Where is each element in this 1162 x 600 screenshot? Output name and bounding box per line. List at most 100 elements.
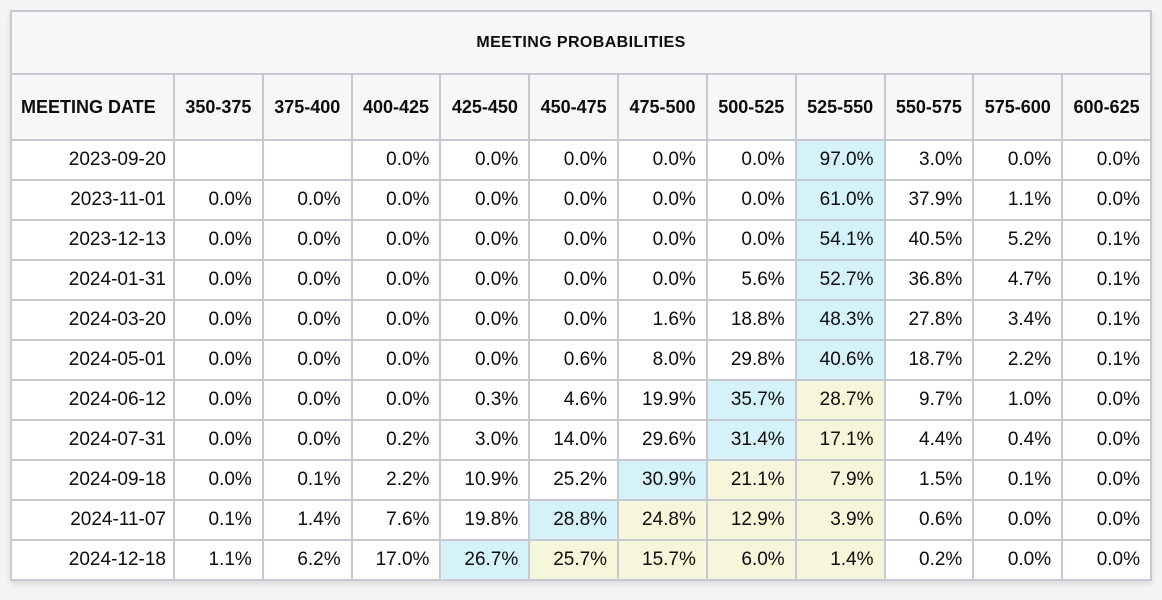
probability-cell: 21.1% (705, 459, 797, 501)
probability-cell: 26.7% (439, 539, 531, 581)
table-row: 2024-03-20 0.0% 0.0% 0.0% 0.0% 0.0% 1.6% 18.8% 4… (10, 299, 1152, 341)
column-header-rate-range: 600-625 (1061, 73, 1152, 141)
probability-cell: 0.2% (350, 419, 442, 461)
probability-cell: 0.6% (528, 339, 620, 381)
probability-cell: 0.1% (1061, 299, 1152, 341)
meeting-date-cell: 2023-09-20 (10, 139, 175, 181)
column-header-rate-range: 375-400 (261, 73, 353, 141)
probability-cell: 0.0% (350, 219, 442, 261)
probability-cell: 1.0% (972, 379, 1064, 421)
probability-cell: 0.0% (617, 259, 708, 301)
probability-cell: 0.2% (883, 539, 975, 581)
probability-cell: 0.0% (173, 179, 264, 221)
probability-cell: 5.6% (705, 259, 797, 301)
probability-cell: 17.0% (350, 539, 442, 581)
probability-cell: 0.0% (1061, 499, 1152, 541)
column-header-rate-range: 475-500 (617, 73, 708, 141)
probability-cell: 0.1% (1061, 259, 1152, 301)
probability-cell: 25.7% (528, 539, 620, 581)
probability-cell: 19.9% (617, 379, 708, 421)
column-header-rate-range: 525-550 (794, 73, 886, 141)
probability-cell: 0.0% (972, 499, 1064, 541)
probability-cell: 0.0% (350, 379, 442, 421)
probability-cell: 5.2% (972, 219, 1064, 261)
probability-cell: 7.6% (350, 499, 442, 541)
probability-cell: 25.2% (528, 459, 620, 501)
probability-cell: 0.0% (705, 179, 797, 221)
column-header-rate-range: 550-575 (883, 73, 975, 141)
probability-cell: 31.4% (705, 419, 797, 461)
probability-cell: 0.0% (617, 139, 708, 181)
probability-cell: 0.0% (1061, 379, 1152, 421)
probability-cell: 0.0% (972, 539, 1064, 581)
probability-cell: 0.0% (173, 219, 264, 261)
probability-cell: 4.4% (883, 419, 975, 461)
table-row: 2024-11-07 0.1% 1.4% 7.6% 19.8% 28.8% 24.8% 12.… (10, 499, 1152, 541)
column-header-row: MEETING DATE 350-375 375-400 400-425 425-45… (10, 73, 1152, 141)
probability-cell (173, 139, 264, 181)
probability-cell: 0.0% (173, 339, 264, 381)
meeting-probabilities-panel: MEETING PROBABILITIES MEETING DATE 350-3… (10, 10, 1152, 581)
probability-cell: 29.8% (705, 339, 797, 381)
probability-cell: 0.0% (173, 459, 264, 501)
probability-cell: 0.0% (439, 339, 531, 381)
probability-cell: 0.0% (261, 259, 353, 301)
meeting-date-cell: 2024-06-12 (10, 379, 175, 421)
probability-cell: 1.6% (617, 299, 708, 341)
probability-cell: 0.0% (1061, 459, 1152, 501)
probability-cell: 0.0% (439, 179, 531, 221)
probability-cell: 0.6% (883, 499, 975, 541)
probability-cell: 0.0% (705, 219, 797, 261)
probability-cell: 97.0% (794, 139, 886, 181)
probability-cell: 3.9% (794, 499, 886, 541)
table-body: 2023-09-20 0.0% 0.0% 0.0% 0.0% 0.0% 97.0% 3.0% 0… (10, 139, 1152, 581)
probability-cell: 0.0% (439, 299, 531, 341)
probability-cell: 1.4% (261, 499, 353, 541)
probability-cell: 0.0% (350, 299, 442, 341)
probability-cell: 1.5% (883, 459, 975, 501)
table-row: 2023-09-20 0.0% 0.0% 0.0% 0.0% 0.0% 97.0% 3.0% 0… (10, 139, 1152, 181)
probability-cell: 0.0% (528, 299, 620, 341)
probability-cell: 0.0% (617, 219, 708, 261)
column-header-rate-range: 575-600 (972, 73, 1064, 141)
probability-cell: 0.0% (350, 139, 442, 181)
meeting-date-cell: 2024-11-07 (10, 499, 175, 541)
probability-cell: 1.1% (972, 179, 1064, 221)
table-row: 2024-12-18 1.1% 6.2% 17.0% 26.7% 25.7% 15.7% 6.… (10, 539, 1152, 581)
probability-cell (261, 139, 353, 181)
probability-cell: 0.0% (173, 259, 264, 301)
probability-cell: 0.0% (439, 139, 531, 181)
probability-cell: 27.8% (883, 299, 975, 341)
probability-cell: 0.0% (261, 419, 353, 461)
probability-cell: 28.8% (528, 499, 620, 541)
probability-cell: 4.6% (528, 379, 620, 421)
title-row: MEETING PROBABILITIES (10, 10, 1152, 75)
probability-cell: 0.0% (173, 299, 264, 341)
probability-cell: 19.8% (439, 499, 531, 541)
meeting-date-cell: 2024-01-31 (10, 259, 175, 301)
probability-cell: 0.0% (261, 219, 353, 261)
table-title: MEETING PROBABILITIES (10, 10, 1152, 75)
probability-cell: 7.9% (794, 459, 886, 501)
table-row: 2023-11-01 0.0% 0.0% 0.0% 0.0% 0.0% 0.0% 0.0% 61… (10, 179, 1152, 221)
table-row: 2024-06-12 0.0% 0.0% 0.0% 0.3% 4.6% 19.9% 35.7%… (10, 379, 1152, 421)
probability-cell: 0.0% (261, 299, 353, 341)
probability-cell: 0.1% (1061, 219, 1152, 261)
probability-cell: 48.3% (794, 299, 886, 341)
probability-cell: 0.0% (972, 139, 1064, 181)
meeting-date-cell: 2024-07-31 (10, 419, 175, 461)
probability-cell: 18.7% (883, 339, 975, 381)
probability-cell: 0.0% (261, 339, 353, 381)
column-header-rate-range: 400-425 (350, 73, 442, 141)
probability-cell: 15.7% (617, 539, 708, 581)
meeting-probabilities-table: MEETING PROBABILITIES MEETING DATE 350-3… (10, 10, 1152, 581)
probability-cell: 0.0% (705, 139, 797, 181)
meeting-date-cell: 2023-11-01 (10, 179, 175, 221)
probability-cell: 0.0% (350, 259, 442, 301)
probability-cell: 14.0% (528, 419, 620, 461)
probability-cell: 0.0% (528, 179, 620, 221)
probability-cell: 8.0% (617, 339, 708, 381)
probability-cell: 29.6% (617, 419, 708, 461)
column-header-rate-range: 500-525 (705, 73, 797, 141)
probability-cell: 54.1% (794, 219, 886, 261)
